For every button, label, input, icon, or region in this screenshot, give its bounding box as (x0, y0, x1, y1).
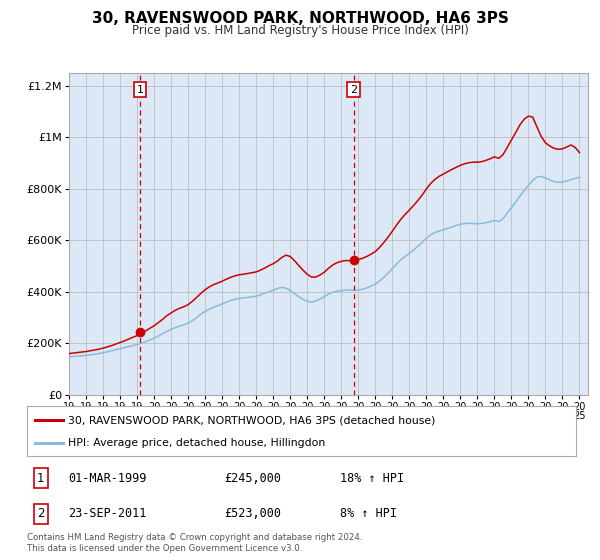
Text: Contains HM Land Registry data © Crown copyright and database right 2024.
This d: Contains HM Land Registry data © Crown c… (27, 533, 362, 553)
Text: Price paid vs. HM Land Registry's House Price Index (HPI): Price paid vs. HM Land Registry's House … (131, 24, 469, 36)
Text: 23-SEP-2011: 23-SEP-2011 (68, 507, 146, 520)
Text: 2: 2 (37, 507, 44, 520)
Text: 18% ↑ HPI: 18% ↑ HPI (340, 472, 404, 484)
Text: 8% ↑ HPI: 8% ↑ HPI (340, 507, 397, 520)
Text: £523,000: £523,000 (224, 507, 281, 520)
Text: 30, RAVENSWOOD PARK, NORTHWOOD, HA6 3PS (detached house): 30, RAVENSWOOD PARK, NORTHWOOD, HA6 3PS … (68, 415, 436, 425)
Text: 1: 1 (136, 85, 143, 95)
Text: 01-MAR-1999: 01-MAR-1999 (68, 472, 146, 484)
Text: £245,000: £245,000 (224, 472, 281, 484)
Text: HPI: Average price, detached house, Hillingdon: HPI: Average price, detached house, Hill… (68, 438, 325, 449)
Text: 30, RAVENSWOOD PARK, NORTHWOOD, HA6 3PS: 30, RAVENSWOOD PARK, NORTHWOOD, HA6 3PS (92, 11, 508, 26)
Text: 1: 1 (37, 472, 44, 484)
Text: 2: 2 (350, 85, 357, 95)
Bar (140, 73, 353, 395)
